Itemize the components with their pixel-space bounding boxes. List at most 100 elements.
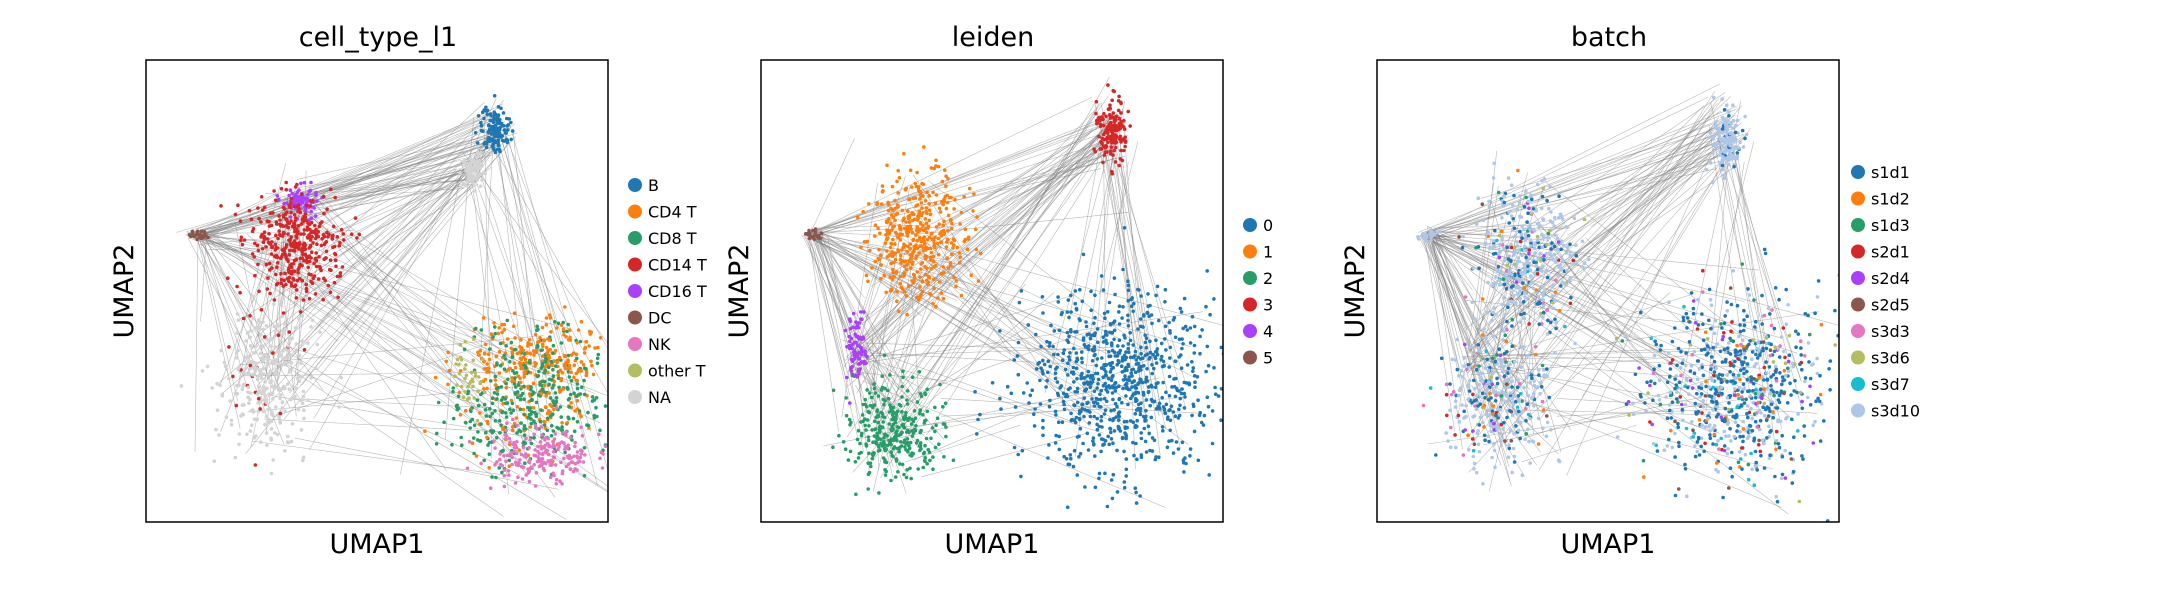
cell-point	[1130, 368, 1134, 372]
cell-point	[312, 261, 316, 266]
graph-edge	[862, 239, 929, 326]
cell-point	[1509, 245, 1514, 250]
cell-point	[1065, 330, 1070, 335]
cell-point	[856, 428, 861, 433]
cell-point	[1117, 310, 1121, 314]
cell-point	[551, 367, 555, 372]
cell-point	[283, 362, 287, 367]
cell-point	[1554, 326, 1558, 331]
cell-point	[919, 239, 924, 244]
cell-point	[1055, 365, 1059, 370]
cell-point	[904, 229, 909, 234]
cell-point	[819, 231, 824, 235]
cell-point	[1113, 126, 1117, 131]
cell-point	[1139, 345, 1143, 350]
cell-point	[928, 212, 933, 216]
cell-point	[565, 385, 569, 390]
graph-edge	[283, 363, 504, 517]
cell-point	[1162, 408, 1167, 412]
cell-point	[281, 329, 285, 333]
cell-point	[923, 456, 927, 460]
cell-point	[290, 384, 295, 389]
graph-edge	[806, 236, 846, 378]
cell-point	[272, 431, 277, 435]
cell-point	[1085, 431, 1090, 436]
graph-edge	[846, 135, 1109, 358]
cell-point	[1173, 335, 1178, 340]
cell-point	[1126, 279, 1130, 283]
cell-point	[242, 369, 246, 374]
cell-point	[1124, 381, 1129, 386]
cell-point	[1497, 255, 1502, 260]
cell-point	[896, 168, 900, 173]
cell-point	[571, 469, 576, 474]
cell-point	[1136, 361, 1140, 366]
graph-edge	[327, 173, 464, 207]
cell-point	[1289, 382, 1293, 386]
cell-point	[292, 243, 296, 248]
cell-point	[1720, 127, 1725, 131]
cell-point	[523, 461, 527, 466]
cell-point	[294, 386, 298, 391]
cell-point	[280, 314, 284, 318]
cell-point	[1569, 295, 1573, 300]
cell-point	[567, 363, 572, 368]
cell-point	[521, 355, 526, 359]
cell-point	[1064, 392, 1069, 397]
cell-point	[472, 451, 476, 456]
cell-point	[917, 209, 921, 213]
cell-point	[1552, 224, 1557, 228]
cell-point	[933, 201, 938, 205]
cell-point	[907, 259, 912, 264]
graph-edge	[1514, 398, 1773, 470]
cell-point	[532, 432, 536, 437]
cell-point	[548, 347, 552, 352]
graph-edge	[880, 110, 1124, 478]
graph-edge	[1710, 161, 1745, 375]
cell-point	[1091, 439, 1095, 443]
cell-point	[461, 395, 466, 400]
cell-point	[872, 382, 876, 386]
cell-point	[485, 362, 490, 366]
cell-point	[880, 184, 885, 188]
cell-point	[905, 389, 910, 393]
cell-point	[902, 415, 906, 420]
cell-point	[906, 216, 911, 221]
cell-point	[613, 359, 617, 363]
cell-point	[1480, 202, 1485, 206]
cell-point	[551, 443, 556, 448]
cell-point	[502, 328, 507, 332]
cell-point	[1550, 300, 1555, 305]
cell-point	[1074, 306, 1079, 311]
cell-point	[314, 227, 318, 232]
cell-point	[866, 409, 870, 414]
cell-point	[300, 217, 305, 221]
cell-point	[932, 241, 937, 246]
cell-point	[544, 323, 549, 327]
cell-point	[1082, 396, 1087, 400]
cell-point	[1138, 406, 1143, 411]
legend-label: NK	[648, 335, 671, 354]
graph-edge	[197, 236, 524, 357]
cell-point	[255, 392, 260, 396]
cell-point	[566, 353, 571, 358]
cell-point	[263, 379, 267, 384]
cell-point	[581, 460, 586, 464]
cell-point	[1133, 486, 1138, 491]
cell-point	[241, 316, 246, 321]
cell-point	[483, 408, 488, 412]
cell-point	[288, 367, 292, 372]
cell-point	[1552, 252, 1557, 257]
cell-point	[264, 400, 269, 405]
cell-point	[1078, 287, 1082, 292]
cell-point	[1532, 271, 1537, 275]
cell-point	[552, 473, 556, 478]
cell-point	[1111, 111, 1116, 115]
cell-point	[590, 399, 595, 403]
cell-point	[259, 369, 263, 374]
cell-point	[1066, 361, 1070, 366]
cell-point	[287, 275, 292, 280]
cell-point	[1499, 270, 1503, 275]
cell-point	[1093, 485, 1098, 490]
graph-edge	[462, 151, 608, 344]
